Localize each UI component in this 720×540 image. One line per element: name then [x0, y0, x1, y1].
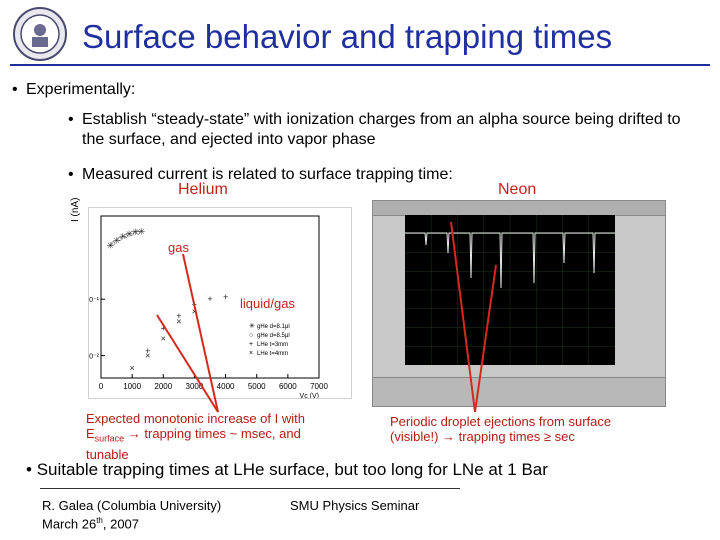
bullet-steady-state: • Establish “steady-state” with ionizati…	[68, 110, 682, 150]
data-point: ○	[123, 231, 128, 241]
y-tick-label: 10⁻²	[89, 354, 100, 361]
neon-plot-svg	[405, 215, 615, 365]
data-point: ×	[130, 363, 135, 373]
data-point: ✳	[125, 229, 133, 239]
legend-symbol: ✳	[249, 322, 255, 330]
x-tick-label: 4000	[217, 382, 235, 391]
neon-trace-plot	[405, 215, 615, 365]
data-point: ○	[111, 238, 116, 248]
bullet-dot: •	[68, 111, 74, 128]
data-point: +	[176, 311, 181, 321]
legend-entry: LHe t=3mm	[257, 342, 288, 348]
label-helium: Helium	[178, 181, 228, 198]
data-point: ×	[161, 334, 166, 344]
data-point: +	[223, 292, 228, 302]
data-point: ✳	[107, 240, 115, 250]
title-divider	[10, 64, 710, 66]
label-neon: Neon	[498, 181, 537, 198]
footer-seminar: SMU Physics Seminar	[290, 498, 420, 513]
slide-title: Surface behavior and trapping times	[82, 18, 613, 55]
label-gas: gas	[168, 240, 189, 255]
x-tick-label: 1000	[123, 382, 141, 391]
arrow-left-1	[156, 314, 219, 413]
data-point: ×	[192, 307, 197, 317]
arrow-right-1	[450, 221, 476, 413]
x-tick-label: 0	[99, 382, 104, 391]
legend-entry: gHe d=8.1μl	[257, 324, 290, 330]
footer-author: R. Galea (Columbia University) March 26t…	[42, 498, 222, 532]
bullet-dot: •	[12, 81, 18, 98]
data-point: +	[145, 346, 150, 356]
data-point: ×	[176, 317, 181, 327]
data-point: ○	[129, 228, 134, 238]
bullet-text: Suitable trapping times at LHe surface, …	[36, 460, 548, 479]
bullet-text: Measured current is related to surface t…	[82, 166, 453, 183]
arrow-left-2	[182, 253, 219, 413]
x-axis-label: Vc (V)	[300, 393, 319, 398]
scope-controls	[373, 377, 665, 406]
legend-entry: gHe d=8.5μl	[257, 333, 290, 339]
x-tick-label: 3000	[186, 382, 204, 391]
data-point: ○	[117, 233, 122, 243]
x-tick-label: 2000	[154, 382, 172, 391]
caption-neon: Periodic droplet ejections from surface …	[390, 414, 612, 444]
university-seal-logo	[12, 6, 68, 62]
bullet-dot: •	[26, 460, 32, 479]
x-tick-label: 6000	[279, 382, 297, 391]
data-point: ×	[145, 351, 150, 361]
footer-divider	[40, 488, 460, 489]
y-tick-label: 10⁻¹	[89, 297, 100, 304]
bullet-experimentally: • Experimentally:	[12, 80, 136, 100]
helium-current-plot: 0 1000 2000 3000 4000 5000 6000 7000 10⁻¹ 10⁻² Vc …	[85, 207, 352, 400]
data-point: ✳	[131, 227, 139, 237]
data-point: ✳	[138, 226, 146, 236]
x-tick-label: 7000	[310, 382, 328, 391]
bullet-summary: • Suitable trapping times at LHe surface…	[26, 460, 548, 480]
legend-symbol: ×	[249, 350, 253, 357]
helium-plot-svg: 0 1000 2000 3000 4000 5000 6000 7000 10⁻¹ 10⁻² Vc …	[85, 215, 328, 400]
data-point: +	[161, 324, 166, 334]
x-tick-label: 5000	[248, 382, 266, 391]
data-point: ○	[136, 227, 141, 237]
legend-symbol: ○	[249, 332, 253, 339]
data-point: ✳	[119, 231, 127, 241]
current-trace	[405, 232, 615, 289]
bullet-text: Experimentally:	[26, 81, 136, 98]
data-point: ✳	[113, 236, 121, 246]
legend-symbol: +	[249, 341, 253, 348]
bullet-text: Establish “steady-state” with ionization…	[82, 111, 681, 148]
legend-entry: LHe t=4mm	[257, 351, 288, 357]
arrow-right-2	[474, 264, 497, 413]
bullet-measured-current: • Measured current is related to surface…	[68, 165, 682, 185]
label-liquid-gas: liquid/gas	[240, 296, 295, 311]
data-point: +	[207, 294, 212, 304]
bullet-dot: •	[68, 166, 74, 183]
caption-helium: Expected monotonic increase of I with Es…	[86, 411, 305, 462]
